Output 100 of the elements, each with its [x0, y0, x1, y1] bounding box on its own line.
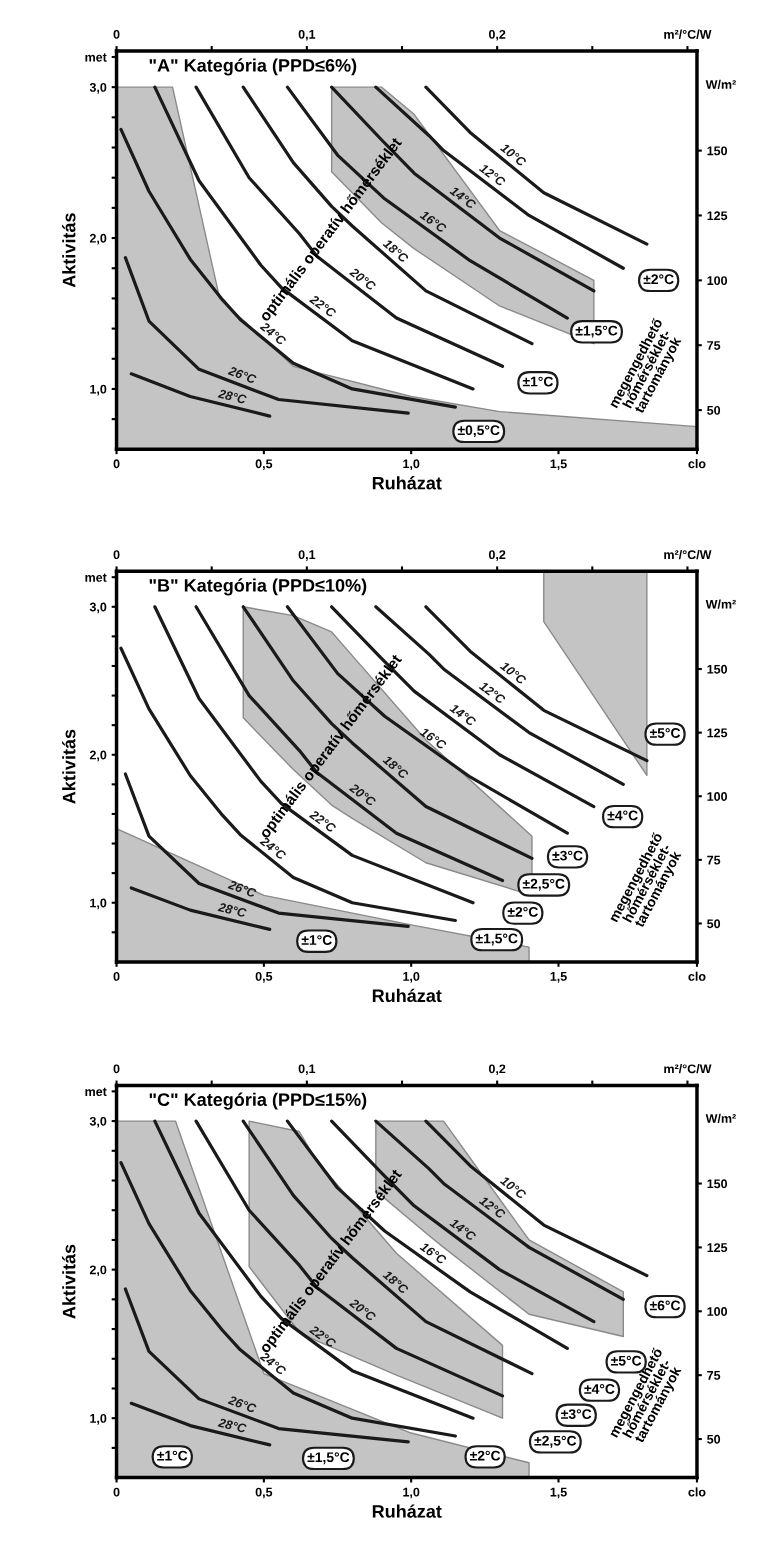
x2-tick-label: m²/°C/W	[664, 1064, 712, 1074]
y-tick-label: 2,0	[89, 233, 107, 245]
x-axis-title: Ruházat	[372, 1504, 442, 1518]
text: 26°C	[227, 365, 258, 385]
line-series	[241, 1119, 534, 1376]
x-tick-label: 1,0	[403, 1487, 420, 1499]
x-tick-label: 0,5	[255, 459, 273, 471]
y2-tick-label: 150	[707, 1179, 728, 1189]
text: 28°C	[217, 902, 248, 918]
x-tick-label: 1,5	[550, 1487, 567, 1499]
text: 16°C	[419, 209, 448, 234]
x-tick-label: 0,5	[255, 1487, 273, 1499]
annotation: ±3°C	[552, 850, 583, 861]
annotation: ±1,5°C	[307, 1452, 350, 1465]
text: 28°C	[217, 388, 248, 405]
text: 22°C	[308, 294, 337, 319]
y-tick-label: 1,0	[90, 384, 107, 396]
y-tick-label: 3,0	[89, 1116, 107, 1128]
x-tick-label: clo	[688, 971, 706, 981]
x2-tick-label: 0,1	[298, 29, 316, 41]
y-tick-label: 2,0	[89, 750, 107, 762]
y2-tick-label: 125	[707, 728, 728, 738]
y2-axis-title: W/m²	[705, 599, 736, 609]
y-tick-label: met	[85, 573, 107, 582]
y-axis-title: Aktivitás	[62, 1244, 76, 1319]
annotation: ±3°C	[561, 1409, 592, 1419]
x2-tick-label: 0	[113, 29, 120, 39]
x-tick-label: 1,5	[550, 972, 567, 983]
y2-tick-label: 75	[707, 341, 721, 350]
y2-tick-label: 50	[707, 1434, 721, 1444]
annotation: ±1°C	[301, 935, 332, 945]
x-tick-label: 1,5	[550, 459, 567, 471]
text: 14°C	[449, 1217, 477, 1242]
y-axis-title: Aktivitás	[62, 729, 76, 804]
y2-tick-label: 150	[707, 146, 728, 156]
y2-tick-label: 150	[707, 664, 728, 674]
line-series	[153, 605, 475, 905]
x-tick-label: 0	[113, 1487, 120, 1497]
chart-title: "A" Kategória (PPD≤6%)	[149, 58, 357, 76]
x-tick-label: 0,5	[255, 971, 273, 983]
y2-tick-label: 125	[707, 1243, 728, 1253]
text: 16°C	[419, 726, 448, 751]
text: 22°C	[308, 809, 337, 834]
x-axis-title: Ruházat	[372, 476, 442, 490]
annotation: ±6°C	[649, 1300, 681, 1311]
x-tick-label: 1,0	[403, 459, 420, 471]
y2-tick-label: 125	[707, 211, 728, 221]
text: 20°C	[348, 1297, 377, 1323]
x2-tick-label: 0,2	[488, 1064, 506, 1076]
x-tick-label: 0	[113, 971, 120, 981]
y2-axis-title: W/m²	[705, 1113, 736, 1124]
y-tick-label: 2,0	[89, 1265, 107, 1277]
y-tick-label: 1,0	[90, 898, 107, 910]
y2-tick-label: 75	[707, 855, 721, 865]
chart-title: "C" Kategória (PPD≤15%)	[149, 1092, 367, 1110]
x2-tick-label: m²/°C/W	[664, 29, 712, 39]
y-tick-label: 3,0	[89, 602, 107, 614]
text: 24°C	[259, 321, 287, 347]
x2-tick-label: m²/°C/W	[664, 549, 712, 560]
annotation: ±2,5°C	[522, 878, 565, 891]
y2-tick-label: 100	[707, 276, 728, 286]
annotation: ±2,5°C	[534, 1435, 577, 1448]
annotation: ±1,5°C	[475, 933, 518, 946]
x-axis-title: Ruházat	[372, 988, 442, 1003]
x2-tick-label: 0,1	[298, 550, 316, 561]
x2-tick-label: 0	[113, 1064, 120, 1074]
x-tick-label: 1,0	[403, 971, 420, 983]
annotation: ±0,5°C	[457, 425, 500, 438]
annotation: ±1°C	[522, 376, 554, 387]
annotation: ±2°C	[643, 274, 674, 285]
y-tick-label: met	[85, 1087, 107, 1097]
annotation: ±2°C	[507, 906, 538, 917]
chart-title: "B" Kategória (PPD≤10%)	[149, 578, 367, 596]
line-series	[241, 85, 534, 346]
y2-tick-label: 100	[707, 1307, 728, 1316]
x-tick-label: clo	[688, 459, 706, 469]
y-axis-title: Aktivitás	[62, 213, 76, 288]
y-tick-label: 1,0	[90, 1413, 107, 1425]
text: 28°C	[217, 1417, 248, 1434]
x-tick-label: clo	[688, 1487, 706, 1497]
x2-tick-label: 0,2	[488, 29, 506, 41]
annotation: ±1°C	[157, 1450, 188, 1461]
y2-tick-label: 50	[707, 405, 721, 415]
y-tick-label: 3,0	[89, 82, 107, 94]
annotation: ±4°C	[607, 810, 638, 821]
text: 26°C	[227, 879, 258, 898]
text: 14°C	[449, 185, 477, 210]
y2-tick-label: 75	[707, 1371, 721, 1380]
line-series	[153, 1119, 475, 1420]
x2-tick-label: 0	[113, 550, 120, 560]
x-tick-label: 0	[113, 459, 120, 469]
y2-tick-label: 50	[707, 919, 721, 929]
text: 16°C	[419, 1241, 448, 1266]
text: 14°C	[449, 703, 477, 727]
annotation: ±2°C	[469, 1450, 501, 1461]
text: 20°C	[348, 782, 377, 807]
x2-tick-label: 0,1	[298, 1064, 316, 1076]
text: 26°C	[227, 1395, 258, 1414]
y2-axis-title: W/m²	[705, 79, 736, 90]
y-tick-label: met	[85, 53, 107, 62]
